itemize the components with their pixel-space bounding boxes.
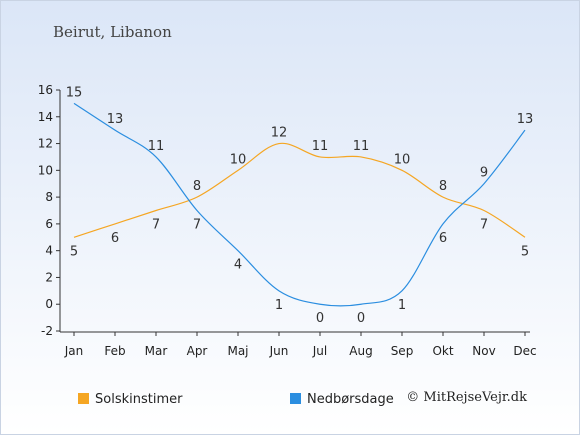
series-line-nedborsdage	[73, 102, 526, 307]
data-label-nedborsdage: 15	[66, 85, 83, 100]
data-label-nedborsdage: 7	[193, 218, 201, 233]
data-label-nedborsdage: 1	[275, 298, 283, 313]
data-label-nedborsdage: 6	[439, 231, 447, 246]
data-label-solskinstimer: 11	[353, 139, 370, 154]
x-tick-label: Nov	[472, 344, 495, 358]
legend-label-nedborsdage: Nedbørsdage	[307, 392, 394, 407]
data-label-nedborsdage: 9	[480, 166, 488, 181]
y-tick-label: 10	[38, 163, 53, 177]
data-label-nedborsdage: 11	[148, 139, 165, 154]
data-label-solskinstimer: 10	[394, 152, 411, 167]
data-label-solskinstimer: 12	[271, 126, 288, 141]
x-tick-label: Sep	[391, 344, 414, 358]
data-label-solskinstimer: 7	[480, 218, 488, 233]
x-tick-label: Dec	[513, 344, 536, 358]
legend-swatch-nedborsdage	[290, 393, 301, 404]
x-tick-label: Apr	[187, 344, 208, 358]
x-tick-label: Okt	[432, 344, 453, 358]
y-tick-label: 16	[38, 83, 53, 97]
data-label-solskinstimer: 8	[439, 179, 447, 194]
x-tick-label: Feb	[104, 344, 125, 358]
data-label-solskinstimer: 7	[152, 218, 160, 233]
data-label-nedborsdage: 4	[234, 258, 242, 273]
data-label-nedborsdage: 1	[398, 298, 406, 313]
data-label-solskinstimer: 6	[111, 231, 119, 246]
data-label-solskinstimer: 10	[230, 152, 247, 167]
y-tick-label: 12	[38, 137, 53, 151]
x-tick-label: Jan	[64, 344, 84, 358]
y-tick-label: 8	[45, 190, 53, 204]
y-tick-label: -2	[41, 324, 53, 338]
legend-label-solskinstimer: Solskinstimer	[95, 392, 183, 407]
x-tick-label: Mar	[145, 344, 168, 358]
y-tick-label: 14	[38, 110, 53, 124]
series-line-solskinstimer	[73, 142, 526, 238]
legend: Solskinstimer Nedbørsdage	[78, 392, 394, 407]
legend-swatch-solskinstimer	[78, 393, 89, 404]
chart-subtitle: Beirut, Libanon	[53, 23, 172, 41]
data-label-nedborsdage: 13	[517, 112, 534, 127]
data-label-solskinstimer: 11	[312, 139, 329, 154]
data-label-nedborsdage: 0	[316, 311, 324, 326]
y-tick-label: 0	[45, 297, 53, 311]
x-tick-label: Jun	[269, 344, 289, 358]
series-layer	[73, 102, 526, 307]
data-label-solskinstimer: 5	[70, 244, 78, 259]
y-tick-label: 2	[45, 270, 53, 284]
credit: © MitRejseVejr.dk	[406, 390, 527, 405]
data-label-solskinstimer: 8	[193, 179, 201, 194]
x-tick-label: Jul	[312, 344, 327, 358]
data-label-solskinstimer: 5	[521, 244, 529, 259]
data-label-nedborsdage: 0	[357, 311, 365, 326]
x-tick-label: Aug	[349, 344, 372, 358]
x-tick-label: Maj	[227, 344, 248, 358]
y-tick-label: 4	[45, 244, 53, 258]
data-label-nedborsdage: 13	[107, 112, 124, 127]
y-tick-label: 6	[45, 217, 53, 231]
